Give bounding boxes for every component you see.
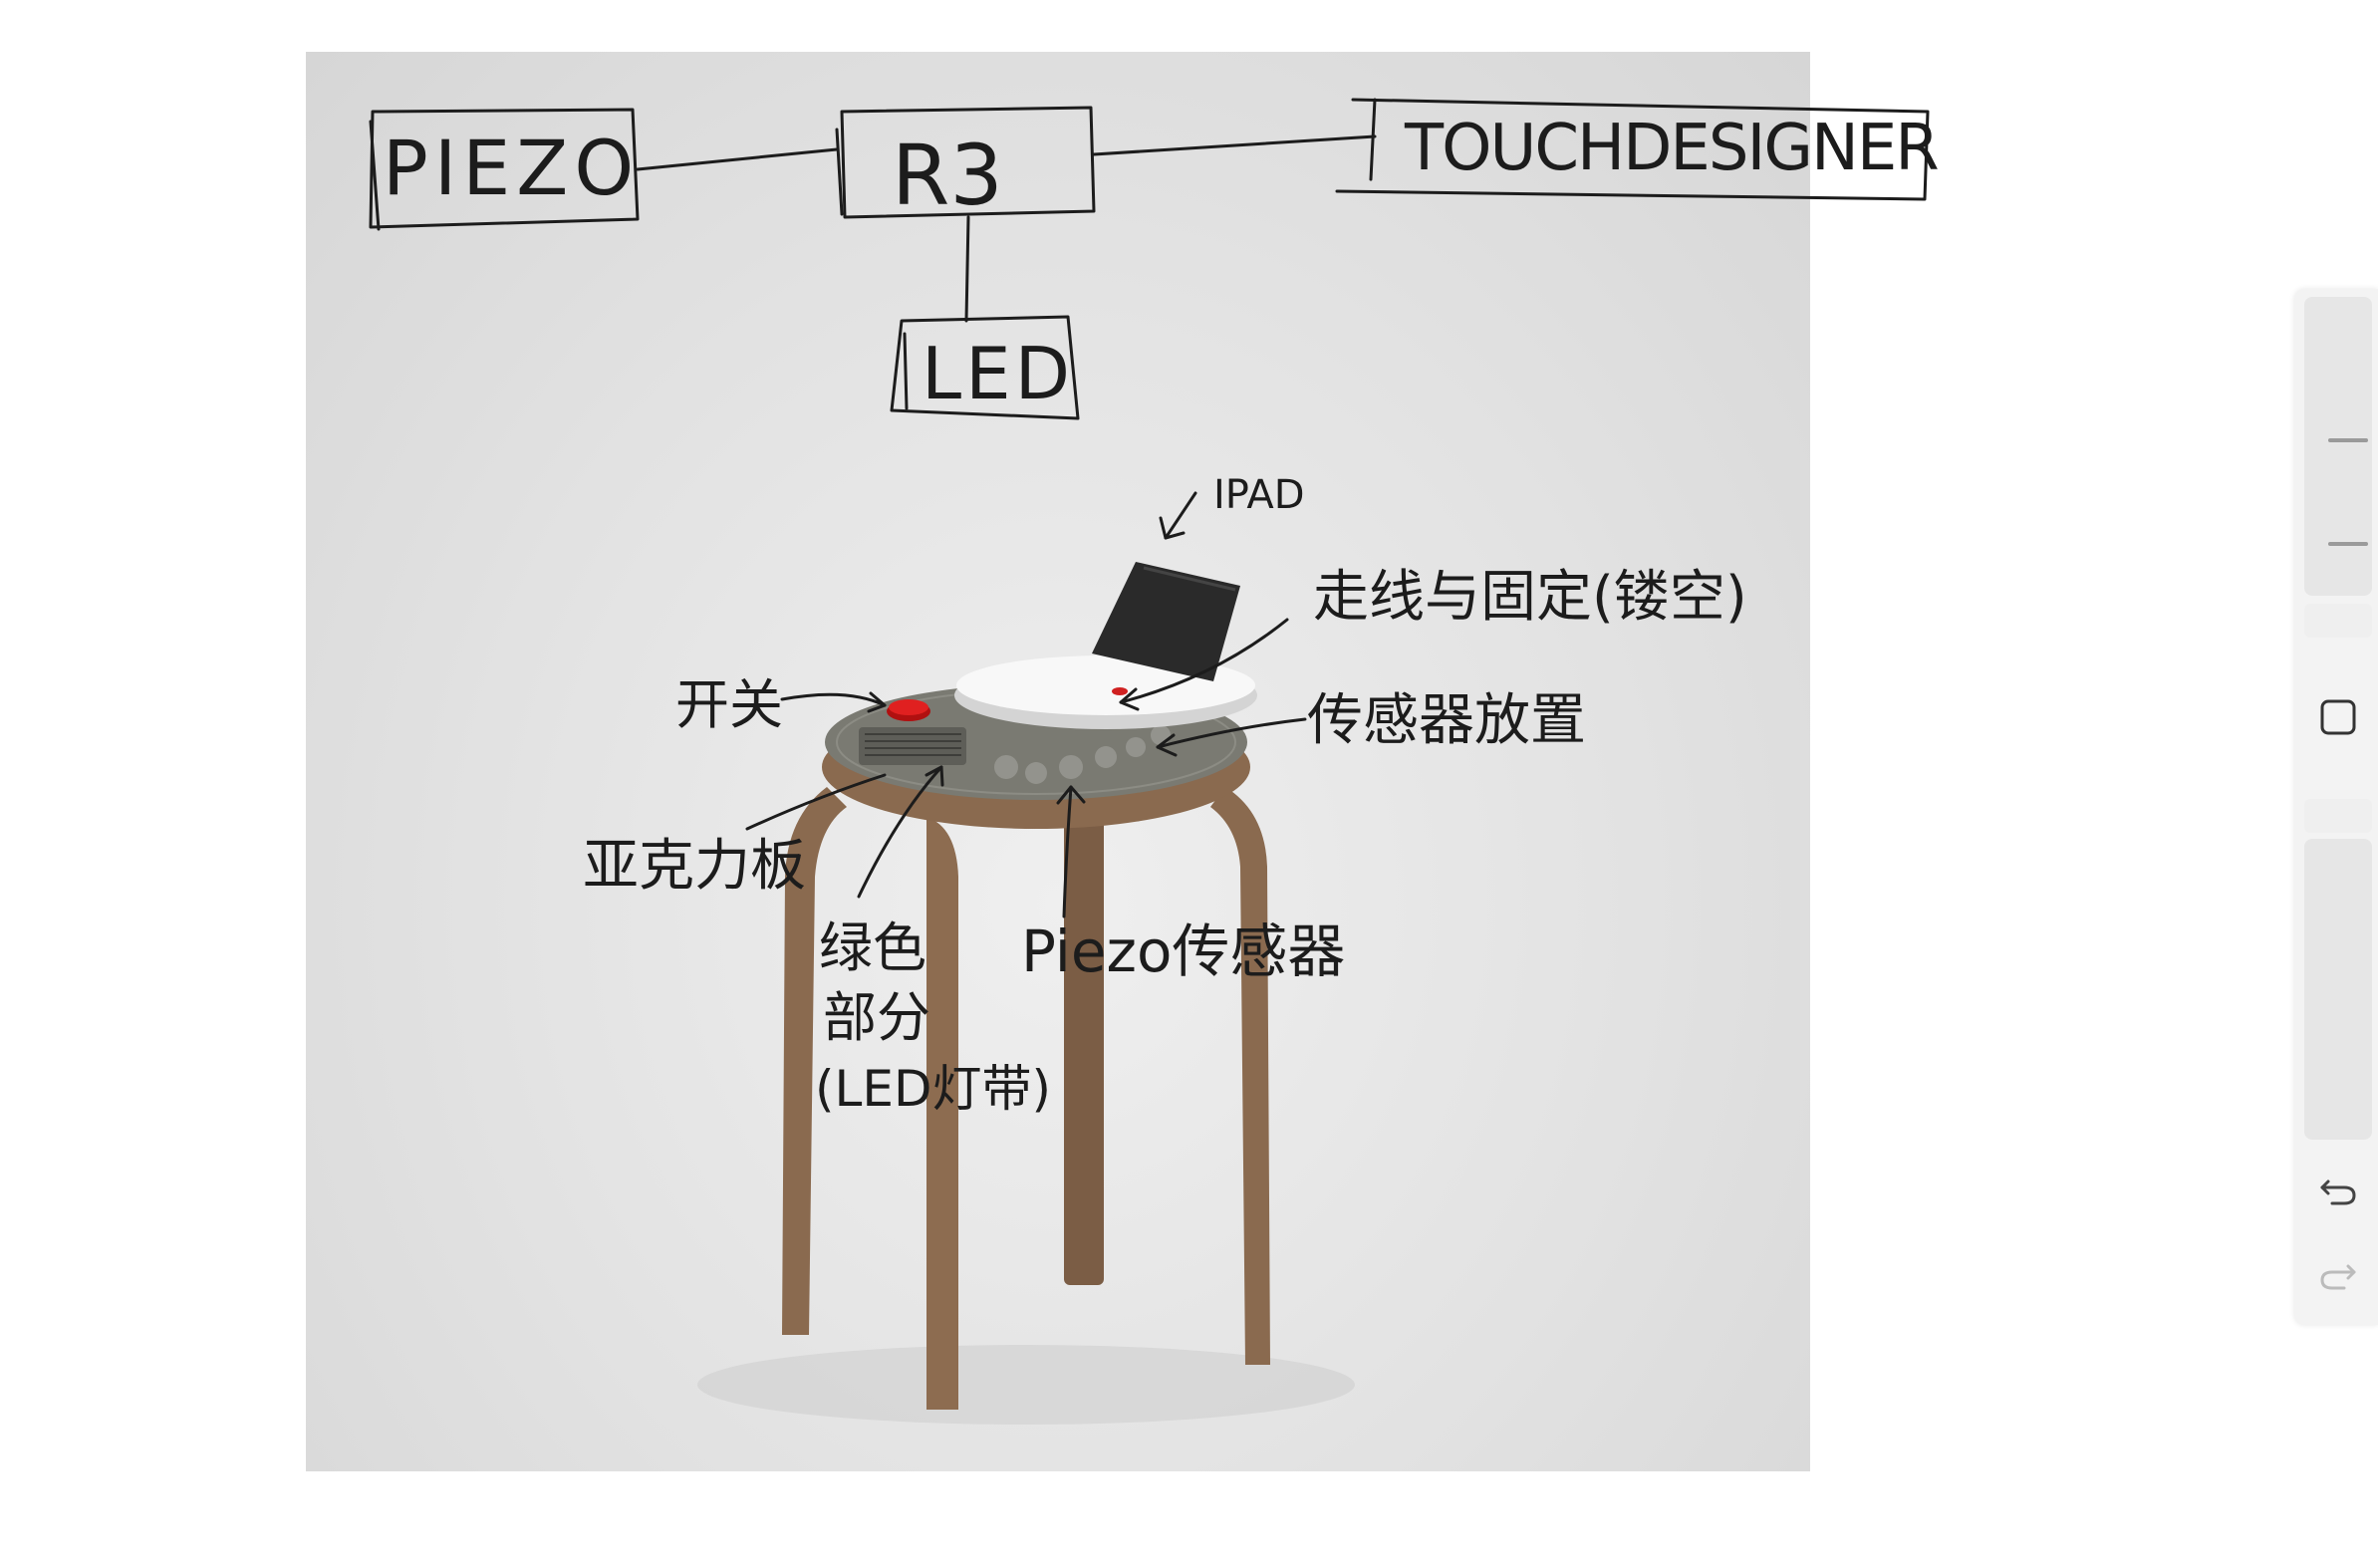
node-r3: R3 xyxy=(835,106,1096,224)
arrow-acrylic xyxy=(745,773,887,831)
label-green-line2: 部分 xyxy=(823,986,930,1049)
label-switch: 开关 xyxy=(675,673,783,736)
opacity-slider[interactable] xyxy=(2304,839,2372,1140)
label-piezo-sensor: Piezo传感器 xyxy=(1021,917,1345,985)
undo-button[interactable] xyxy=(2304,1156,2372,1225)
square-icon xyxy=(2320,699,2356,735)
edge-r3-touchdesigner xyxy=(1092,134,1377,156)
piezo-pads xyxy=(994,725,1171,784)
brush-size-slider[interactable] xyxy=(2304,297,2372,596)
square-tool-button[interactable] xyxy=(2304,682,2372,752)
label-ipad: IPAD xyxy=(1213,472,1305,518)
arrow-wiring xyxy=(1119,618,1289,704)
node-led: LED xyxy=(890,315,1080,420)
node-touchdesigner-label: TOUCHDESIGNER xyxy=(1404,112,1938,185)
node-touchdesigner: TOUCHDESIGNER xyxy=(1335,98,1940,201)
stool-leg-right xyxy=(1210,787,1270,1365)
arrow-switch xyxy=(780,692,887,707)
annotations: IPAD 走线与固定(镂空) 开关 传感器放置 亚克力板 绿色 部分 (LED灯… xyxy=(583,472,1747,1118)
stool-leg-front xyxy=(926,817,958,1410)
side-toolbar xyxy=(2294,289,2378,1325)
opacity-handle[interactable] xyxy=(2304,799,2372,833)
ipad-tablet xyxy=(1092,562,1240,681)
label-sensor-place: 传感器放置 xyxy=(1307,688,1586,753)
node-r3-label: R3 xyxy=(892,127,1003,224)
label-wiring: 走线与固定(镂空) xyxy=(1313,565,1747,630)
arrow-sensor-place xyxy=(1156,717,1307,749)
node-piezo: PIEZO xyxy=(369,108,640,231)
slider-tick xyxy=(2328,438,2368,442)
stool-illustration xyxy=(697,562,1355,1425)
arrow-piezo-sensor xyxy=(1062,785,1073,918)
arrow-green-part xyxy=(857,765,943,899)
acrylic-panel-grille xyxy=(859,727,966,765)
slider-tick xyxy=(2328,542,2368,546)
redo-button[interactable] xyxy=(2304,1240,2372,1310)
arrow-ipad xyxy=(1164,491,1197,540)
edge-piezo-r3 xyxy=(636,147,839,171)
stool-leg-back xyxy=(1064,807,1104,1285)
label-green-line3: (LED灯带) xyxy=(815,1060,1051,1118)
redo-icon xyxy=(2320,1264,2356,1290)
block-diagram: PIEZO R3 TOUCHDESIGNER LED xyxy=(369,98,1940,420)
node-piezo-label: PIEZO xyxy=(383,124,640,212)
stool-leg-left xyxy=(782,787,847,1335)
undo-icon xyxy=(2320,1179,2356,1205)
label-acrylic: 亚克力板 xyxy=(583,834,806,899)
brush-size-handle[interactable] xyxy=(2304,604,2372,638)
edge-r3-led xyxy=(964,215,970,323)
label-green-line1: 绿色 xyxy=(819,916,926,979)
node-led-label: LED xyxy=(922,332,1074,415)
